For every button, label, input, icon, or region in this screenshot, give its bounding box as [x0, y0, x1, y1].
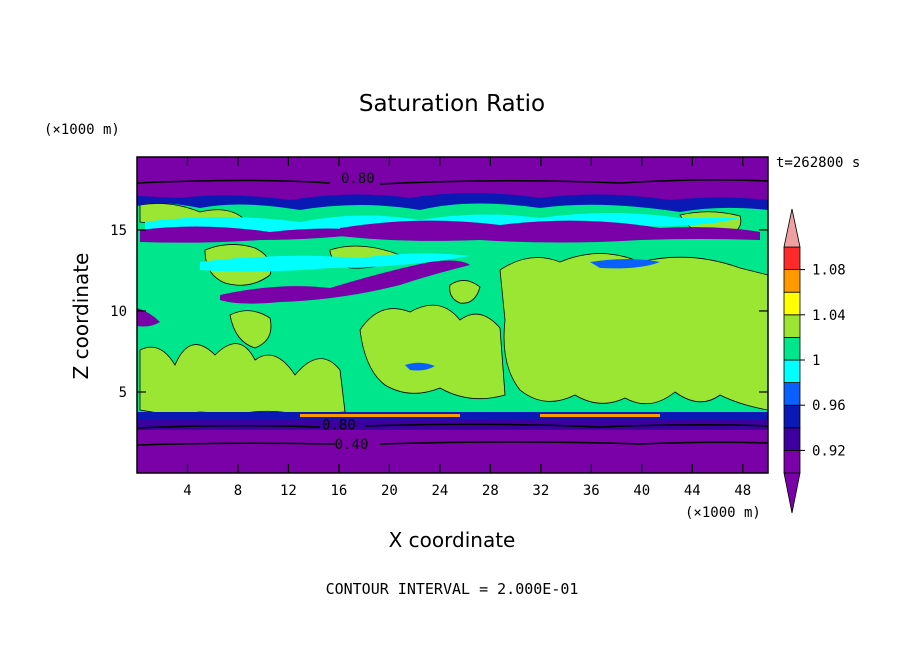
colorbar-tick-label: 0.96 — [812, 398, 846, 414]
y-tick-label: 10 — [110, 304, 127, 320]
contour-label: 0.80 — [322, 417, 356, 433]
x-unit-label: (×1000 m) — [685, 505, 761, 521]
x-tick-label: 48 — [734, 483, 751, 499]
low-purple-band — [137, 420, 768, 432]
blue-speck — [405, 362, 435, 371]
x-tick-label: 12 — [280, 483, 297, 499]
x-tick-label: 16 — [330, 483, 347, 499]
purple-streak — [140, 226, 380, 243]
low-orange-line — [300, 414, 460, 417]
colorbar-segment — [783, 291, 801, 316]
y-axis-ticks: 5 10 15 — [110, 223, 768, 401]
purple-streak — [137, 308, 160, 327]
x-tick-label: 40 — [633, 483, 650, 499]
contour-line-080-lower — [137, 423, 768, 429]
y-axis-label: Z coordinate — [69, 253, 93, 380]
colorbar-segment — [783, 314, 801, 338]
colorbar-segment — [783, 404, 801, 429]
purple-streak — [340, 220, 760, 243]
chart-title: Saturation Ratio — [359, 91, 545, 117]
x-tick-label: 32 — [532, 483, 549, 499]
time-label: t=262800 s — [776, 155, 860, 171]
lime-patch — [449, 280, 481, 304]
colorbar-segment — [783, 382, 801, 406]
colorbar-segment — [783, 427, 801, 451]
lime-patch — [229, 310, 272, 349]
y-unit-label: (×1000 m) — [44, 122, 120, 138]
colorbar-segment — [783, 359, 801, 384]
blue-streak — [590, 259, 660, 269]
colorbar-segment — [783, 269, 801, 293]
bottom-purple-band — [137, 430, 768, 473]
x-tick-label: 24 — [431, 483, 448, 499]
colorbar-tick-label: 1.04 — [812, 308, 846, 324]
colorbar-tick-label: 1.08 — [812, 263, 846, 279]
x-tick-label: 20 — [381, 483, 398, 499]
colorbar: 0.92 0.96 1 1.04 1.08 — [783, 208, 846, 514]
x-axis-label: X coordinate — [389, 528, 516, 552]
colorbar-extend-bottom — [783, 472, 801, 514]
y-tick-label: 15 — [110, 223, 127, 239]
x-tick-label: 36 — [583, 483, 600, 499]
colorbar-tick-label: 1 — [812, 353, 820, 369]
contour-label: 0.40 — [335, 437, 369, 453]
plot-frame — [136, 156, 769, 474]
colorbar-tick-label: 0.92 — [812, 443, 846, 459]
contour-line-080-upper — [137, 179, 768, 185]
purple-streak — [220, 260, 470, 304]
contour-label: 0.80 — [341, 171, 375, 187]
x-axis-ticks: 4 8 12 16 20 24 28 32 36 40 44 48 — [183, 157, 751, 499]
y-tick-label: 5 — [119, 385, 127, 401]
x-tick-label: 28 — [482, 483, 499, 499]
cyan-streak — [200, 253, 470, 272]
plot-area — [137, 157, 768, 473]
lime-patch — [499, 253, 768, 411]
colorbar-segment — [783, 246, 801, 271]
x-tick-label: 4 — [183, 483, 191, 499]
purple-band — [137, 157, 768, 200]
x-tick-label: 44 — [684, 483, 701, 499]
colorbar-segment — [783, 449, 801, 474]
contour-interval-footer: CONTOUR INTERVAL = 2.000E-01 — [326, 580, 579, 598]
contour-line-040 — [137, 441, 768, 446]
lime-patch — [359, 304, 506, 400]
x-tick-label: 8 — [234, 483, 242, 499]
colorbar-extend-top — [783, 208, 801, 248]
low-orange-line — [540, 414, 660, 417]
contour-labels: 0.80 0.80 0.40 — [322, 171, 375, 453]
colorbar-segment — [783, 336, 801, 361]
